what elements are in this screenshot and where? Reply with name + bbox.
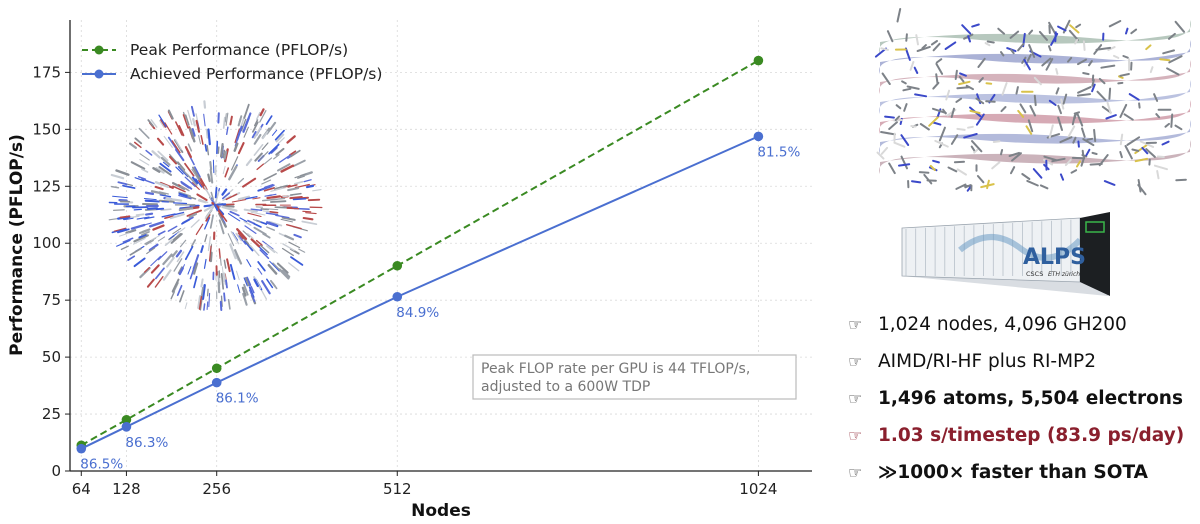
list-item: ☞ ≫1000× faster than SOTA — [848, 454, 1200, 491]
list-item: ☞ AIMD/RI-HF plus RI-MP2 — [848, 343, 1200, 380]
x-tick-label: 64 — [72, 480, 91, 498]
legend-peak-label: Peak Performance (PFLOP/s) — [130, 41, 348, 59]
efficiency-label: 81.5% — [757, 144, 800, 160]
bullet-text: 1,496 atoms, 5,504 electrons — [878, 388, 1183, 409]
axes — [69, 20, 812, 472]
pointing-hand-icon: ☞ — [848, 352, 863, 371]
annotation-line-1: Peak FLOP rate per GPU is 44 TFLOP/s, — [481, 361, 750, 377]
side-panel: ALPS CSCS ETH zürich — [840, 0, 1200, 524]
bullet-text: ≫1000× faster than SOTA — [878, 462, 1148, 483]
legend-achieved-label: Achieved Performance (PFLOP/s) — [130, 65, 382, 83]
eth-logo: ETH zürich — [1048, 271, 1080, 278]
y-tick-label: 50 — [42, 348, 61, 366]
y-tick-label: 125 — [32, 177, 61, 195]
efficiency-label: 86.3% — [125, 435, 168, 451]
protein-structure-image: ALPS CSCS ETH zürich — [874, 8, 1191, 296]
list-item: ☞ 1,024 nodes, 4,096 GH200 — [848, 306, 1200, 343]
achieved-data-point — [753, 131, 764, 142]
y-tick-label: 150 — [32, 120, 61, 138]
y-tick-label: 0 — [51, 462, 61, 480]
supercomputer-image: ALPS CSCS ETH zürich — [901, 212, 1110, 296]
annotation-line-2: adjusted to a 600W TDP — [481, 379, 650, 395]
x-axis-title: Nodes — [411, 501, 471, 521]
efficiency-label: 86.5% — [80, 457, 123, 473]
legend-achieved-marker — [94, 69, 104, 79]
peak-data-point — [211, 363, 222, 374]
bullet-text: 1.03 s/timestep (83.9 ps/day) — [878, 425, 1185, 446]
y-axis-title: Performance (PFLOP/s) — [7, 134, 27, 356]
efficiency-label: 84.9% — [396, 305, 439, 321]
molecular-cluster-image — [108, 100, 323, 311]
pointing-hand-icon: ☞ — [848, 463, 863, 482]
efficiency-label: 86.1% — [216, 391, 259, 407]
key-facts-list: ☞ 1,024 nodes, 4,096 GH200 ☞ AIMD/RI-HF … — [848, 306, 1200, 491]
supercomputer-label: ALPS — [1023, 245, 1086, 270]
pointing-hand-icon: ☞ — [848, 389, 863, 408]
bullet-text: 1,024 nodes, 4,096 GH200 — [878, 314, 1127, 335]
y-tick-label: 25 — [42, 405, 61, 423]
legend: Peak Performance (PFLOP/s) Achieved Perf… — [82, 41, 382, 83]
achieved-data-point — [211, 377, 222, 388]
list-item: ☞ 1,496 atoms, 5,504 electrons — [848, 380, 1200, 417]
achieved-data-point — [392, 291, 403, 302]
y-tick-label: 175 — [32, 63, 61, 81]
legend-peak-marker — [94, 45, 104, 55]
point-labels: 86.5%86.3% 86.1% 84.9% 81.5% — [80, 144, 800, 472]
peak-data-point — [121, 414, 132, 425]
x-tick-label: 128 — [112, 480, 141, 498]
annotation-box: Peak FLOP rate per GPU is 44 TFLOP/s, ad… — [472, 354, 797, 400]
achieved-data-point — [76, 443, 87, 454]
x-tick-label: 512 — [383, 480, 412, 498]
list-item: ☞ 1.03 s/timestep (83.9 ps/day) — [848, 417, 1200, 454]
x-ticks: 64 128 256 512 1024 — [72, 471, 777, 498]
y-tick-label: 75 — [42, 291, 61, 309]
peak-data-point — [392, 260, 403, 271]
bullet-text: AIMD/RI-HF plus RI-MP2 — [878, 351, 1096, 372]
x-tick-label: 256 — [202, 480, 231, 498]
series — [76, 55, 764, 454]
pointing-hand-icon: ☞ — [848, 315, 863, 334]
annotation-frame — [472, 354, 797, 400]
y-ticks: 0 25 50 75 100 125 150 175 — [32, 63, 70, 480]
performance-chart: 64 128 256 512 1024 0 25 50 75 100 125 150 175 86.5… — [7, 20, 812, 521]
y-tick-label: 100 — [32, 234, 61, 252]
cscs-logo: CSCS — [1026, 270, 1043, 278]
pointing-hand-icon: ☞ — [848, 426, 863, 445]
peak-data-point — [753, 55, 764, 66]
x-tick-label: 1024 — [739, 480, 777, 498]
achieved-data-point — [121, 422, 132, 432]
